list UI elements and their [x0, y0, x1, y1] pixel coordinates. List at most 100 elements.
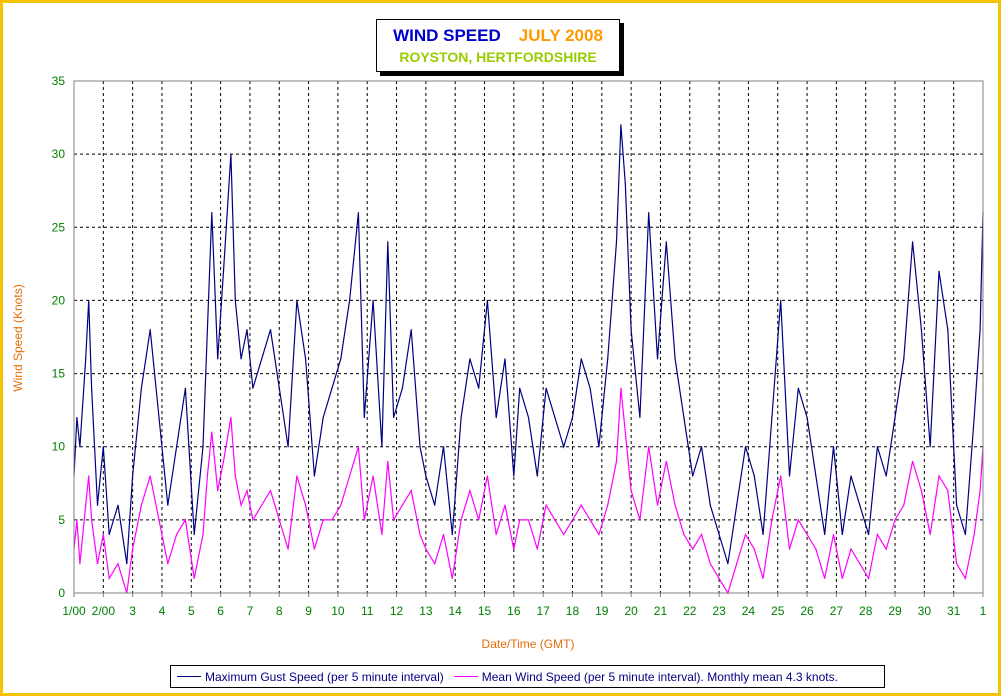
mean-point	[117, 563, 119, 565]
legend-swatch-gust	[177, 676, 201, 677]
gust-point	[331, 387, 333, 389]
gust-point	[387, 241, 389, 243]
y-tick-label: 5	[58, 513, 65, 527]
gust-point	[979, 329, 981, 331]
mean-point	[709, 563, 711, 565]
gust-point	[736, 504, 738, 506]
gust-point	[340, 358, 342, 360]
y-tick-label: 25	[52, 220, 66, 234]
legend-label-gust: Maximum Gust Speed (per 5 minute interva…	[205, 669, 444, 684]
mean-point	[607, 504, 609, 506]
x-tick-labels: 1/00 2/00 3 4 5 6 7 8 9 10 11 12 13 14 15 16 17 18 19 20 21 2…	[62, 604, 986, 618]
gust-point	[278, 387, 280, 389]
gust-point	[442, 446, 445, 448]
legend-label-mean: Mean Wind Speed (per 5 minute interval).…	[481, 669, 838, 684]
mean-point	[372, 475, 374, 477]
mean-point	[885, 548, 887, 550]
gust-point	[372, 299, 374, 301]
grid	[73, 81, 984, 597]
x-tick-label: 11	[361, 604, 374, 618]
x-tick-label: 4	[159, 604, 166, 618]
y-tick-label: 0	[58, 586, 65, 600]
gust-point	[85, 358, 87, 360]
gust-point	[269, 329, 272, 331]
gust-point	[744, 446, 747, 448]
mean-point	[938, 475, 940, 477]
gust-point	[434, 504, 436, 506]
plot-border	[73, 80, 984, 594]
mean-point	[149, 475, 151, 477]
gust-point	[140, 387, 142, 389]
mean-point	[624, 431, 626, 433]
mean-point	[96, 563, 99, 565]
mean-point	[363, 519, 365, 521]
gust-point	[850, 475, 852, 477]
mean-point	[91, 519, 93, 521]
gust-point	[780, 299, 782, 301]
x-tick-label: 10	[331, 604, 345, 618]
gust-point	[296, 299, 298, 301]
gust-point	[451, 533, 453, 536]
gust-point	[126, 563, 128, 565]
gust-point	[753, 475, 755, 477]
x-tick-label: 9	[305, 604, 312, 618]
mean-point	[868, 577, 870, 580]
series-line-gust	[73, 124, 984, 564]
mean-point	[340, 504, 342, 506]
mean-point	[700, 533, 703, 536]
gust-point	[620, 124, 622, 126]
gust-point	[234, 299, 236, 301]
gust-point	[176, 446, 178, 448]
gust-point	[527, 416, 530, 419]
y-tick-label: 10	[52, 440, 66, 454]
x-tick-label: 30	[918, 604, 932, 618]
x-tick-label: 26	[800, 604, 814, 618]
mean-point	[571, 519, 574, 521]
chart-subtitle: ROYSTON, HERTFORDSHIRE	[399, 49, 597, 65]
gust-point	[700, 446, 703, 448]
gust-point	[419, 446, 421, 448]
mean-point	[401, 504, 403, 506]
x-tick-label: 6	[217, 604, 224, 618]
mean-point	[762, 577, 764, 580]
mean-point	[771, 519, 773, 521]
mean-point	[222, 460, 225, 462]
mean-point	[692, 548, 694, 550]
mean-point	[536, 548, 538, 550]
mean-point	[580, 504, 582, 506]
mean-point	[615, 460, 618, 462]
gust-point	[580, 358, 582, 360]
chart-title: WIND SPEED	[393, 26, 501, 45]
gust-point	[815, 475, 817, 477]
mean-point	[230, 416, 232, 419]
gust-point	[912, 241, 914, 243]
mean-point	[176, 533, 178, 536]
mean-point	[184, 519, 186, 521]
mean-point	[912, 460, 914, 462]
mean-point	[876, 533, 879, 536]
x-tick-label: 8	[276, 604, 283, 618]
mean-point	[903, 504, 905, 506]
mean-point	[305, 504, 307, 506]
gust-point	[956, 504, 958, 506]
x-tick-label: 29	[888, 604, 902, 618]
x-tick-label: 1/00	[62, 604, 86, 618]
gust-point	[240, 358, 242, 360]
gust-point	[79, 446, 81, 448]
mean-point	[665, 460, 667, 462]
mean-point	[545, 504, 547, 506]
gust-point	[832, 446, 835, 448]
gust-point	[486, 299, 488, 301]
gust-point	[246, 329, 248, 331]
mean-point	[929, 533, 931, 536]
mean-point	[469, 490, 471, 492]
gust-point	[656, 358, 659, 360]
gust-point	[841, 533, 843, 536]
mean-point	[683, 533, 685, 536]
gust-point	[305, 358, 307, 360]
mean-point	[620, 387, 622, 389]
gust-point	[806, 416, 808, 419]
x-tick-label: 31	[947, 604, 961, 618]
mean-point	[85, 504, 87, 506]
gust-point	[349, 299, 351, 301]
